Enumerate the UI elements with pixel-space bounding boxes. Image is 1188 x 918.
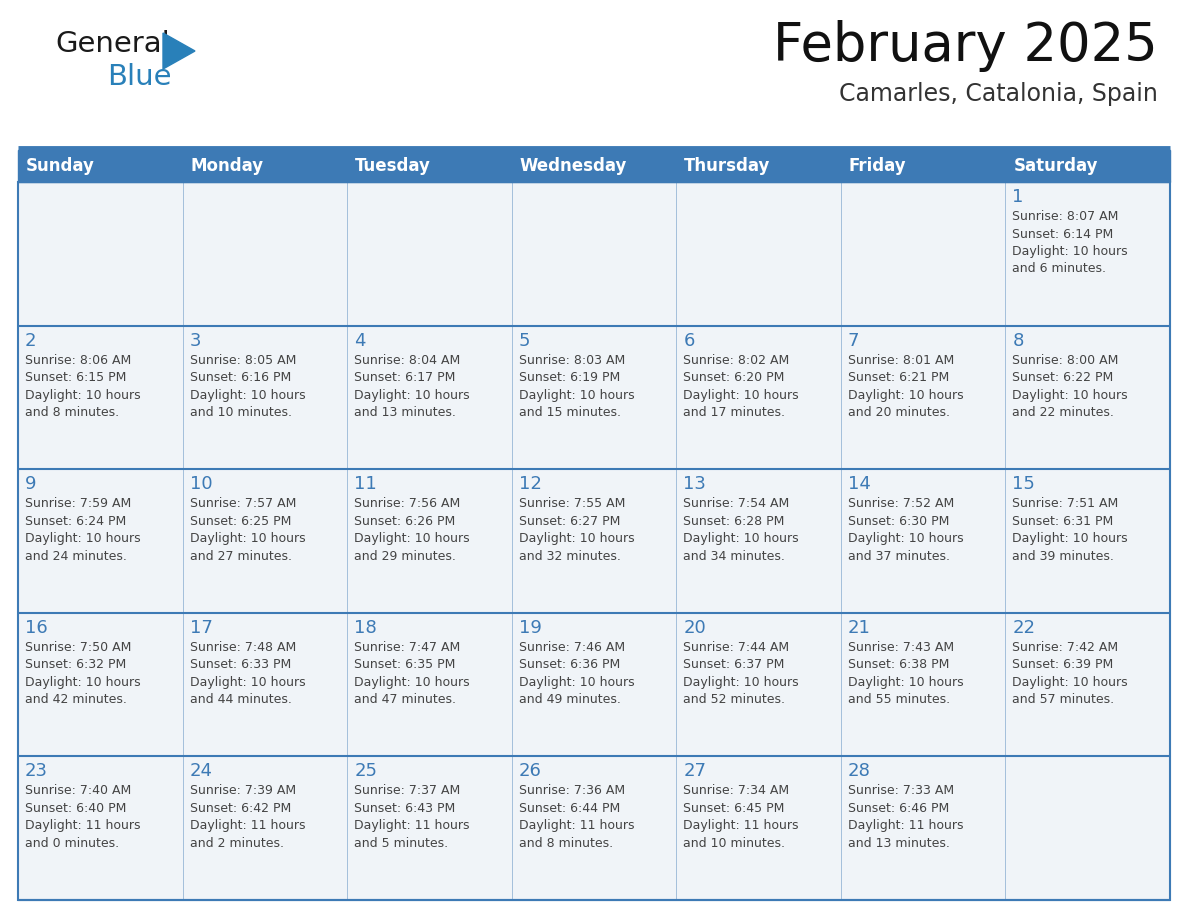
Text: 27: 27 bbox=[683, 763, 707, 780]
Text: Monday: Monday bbox=[190, 157, 264, 175]
Text: Sunday: Sunday bbox=[26, 157, 95, 175]
Text: 19: 19 bbox=[519, 619, 542, 637]
Text: 13: 13 bbox=[683, 476, 706, 493]
Text: 23: 23 bbox=[25, 763, 48, 780]
Text: Sunrise: 7:34 AM
Sunset: 6:45 PM
Daylight: 11 hours
and 10 minutes.: Sunrise: 7:34 AM Sunset: 6:45 PM Dayligh… bbox=[683, 784, 798, 850]
Text: General: General bbox=[55, 30, 170, 58]
Bar bbox=[18, 469, 1170, 613]
Text: 28: 28 bbox=[848, 763, 871, 780]
Text: Sunrise: 8:03 AM
Sunset: 6:19 PM
Daylight: 10 hours
and 15 minutes.: Sunrise: 8:03 AM Sunset: 6:19 PM Dayligh… bbox=[519, 353, 634, 420]
Text: Sunrise: 8:00 AM
Sunset: 6:22 PM
Daylight: 10 hours
and 22 minutes.: Sunrise: 8:00 AM Sunset: 6:22 PM Dayligh… bbox=[1012, 353, 1129, 420]
Text: Friday: Friday bbox=[849, 157, 906, 175]
Bar bbox=[18, 613, 1170, 756]
Bar bbox=[18, 182, 1170, 326]
Text: Sunrise: 7:44 AM
Sunset: 6:37 PM
Daylight: 10 hours
and 52 minutes.: Sunrise: 7:44 AM Sunset: 6:37 PM Dayligh… bbox=[683, 641, 798, 706]
Text: Sunrise: 8:02 AM
Sunset: 6:20 PM
Daylight: 10 hours
and 17 minutes.: Sunrise: 8:02 AM Sunset: 6:20 PM Dayligh… bbox=[683, 353, 798, 420]
Text: Sunrise: 7:40 AM
Sunset: 6:40 PM
Daylight: 11 hours
and 0 minutes.: Sunrise: 7:40 AM Sunset: 6:40 PM Dayligh… bbox=[25, 784, 140, 850]
Text: 17: 17 bbox=[190, 619, 213, 637]
Text: Sunrise: 7:52 AM
Sunset: 6:30 PM
Daylight: 10 hours
and 37 minutes.: Sunrise: 7:52 AM Sunset: 6:30 PM Dayligh… bbox=[848, 498, 963, 563]
Text: 1: 1 bbox=[1012, 188, 1024, 206]
Text: Thursday: Thursday bbox=[684, 157, 771, 175]
Text: 18: 18 bbox=[354, 619, 377, 637]
Text: 6: 6 bbox=[683, 331, 695, 350]
Text: Camarles, Catalonia, Spain: Camarles, Catalonia, Spain bbox=[839, 82, 1158, 106]
Text: Sunrise: 8:04 AM
Sunset: 6:17 PM
Daylight: 10 hours
and 13 minutes.: Sunrise: 8:04 AM Sunset: 6:17 PM Dayligh… bbox=[354, 353, 469, 420]
Text: Blue: Blue bbox=[107, 63, 171, 91]
Text: Sunrise: 7:56 AM
Sunset: 6:26 PM
Daylight: 10 hours
and 29 minutes.: Sunrise: 7:56 AM Sunset: 6:26 PM Dayligh… bbox=[354, 498, 469, 563]
Text: 16: 16 bbox=[25, 619, 48, 637]
Text: Wednesday: Wednesday bbox=[519, 157, 627, 175]
Text: Sunrise: 7:39 AM
Sunset: 6:42 PM
Daylight: 11 hours
and 2 minutes.: Sunrise: 7:39 AM Sunset: 6:42 PM Dayligh… bbox=[190, 784, 305, 850]
Bar bbox=[18, 756, 1170, 900]
Text: 2: 2 bbox=[25, 331, 37, 350]
Text: Sunrise: 7:37 AM
Sunset: 6:43 PM
Daylight: 11 hours
and 5 minutes.: Sunrise: 7:37 AM Sunset: 6:43 PM Dayligh… bbox=[354, 784, 469, 850]
Text: 22: 22 bbox=[1012, 619, 1036, 637]
Text: Sunrise: 8:06 AM
Sunset: 6:15 PM
Daylight: 10 hours
and 8 minutes.: Sunrise: 8:06 AM Sunset: 6:15 PM Dayligh… bbox=[25, 353, 140, 420]
Text: Sunrise: 7:55 AM
Sunset: 6:27 PM
Daylight: 10 hours
and 32 minutes.: Sunrise: 7:55 AM Sunset: 6:27 PM Dayligh… bbox=[519, 498, 634, 563]
Text: February 2025: February 2025 bbox=[773, 20, 1158, 72]
Text: Sunrise: 7:47 AM
Sunset: 6:35 PM
Daylight: 10 hours
and 47 minutes.: Sunrise: 7:47 AM Sunset: 6:35 PM Dayligh… bbox=[354, 641, 469, 706]
Text: Sunrise: 7:36 AM
Sunset: 6:44 PM
Daylight: 11 hours
and 8 minutes.: Sunrise: 7:36 AM Sunset: 6:44 PM Dayligh… bbox=[519, 784, 634, 850]
Text: 3: 3 bbox=[190, 331, 201, 350]
Text: 10: 10 bbox=[190, 476, 213, 493]
Text: Tuesday: Tuesday bbox=[355, 157, 431, 175]
Text: 14: 14 bbox=[848, 476, 871, 493]
Text: Sunrise: 7:48 AM
Sunset: 6:33 PM
Daylight: 10 hours
and 44 minutes.: Sunrise: 7:48 AM Sunset: 6:33 PM Dayligh… bbox=[190, 641, 305, 706]
Text: Saturday: Saturday bbox=[1013, 157, 1098, 175]
Text: Sunrise: 7:46 AM
Sunset: 6:36 PM
Daylight: 10 hours
and 49 minutes.: Sunrise: 7:46 AM Sunset: 6:36 PM Dayligh… bbox=[519, 641, 634, 706]
Bar bbox=[18, 326, 1170, 469]
Text: 7: 7 bbox=[848, 331, 859, 350]
Text: 12: 12 bbox=[519, 476, 542, 493]
Polygon shape bbox=[163, 33, 195, 69]
Text: 11: 11 bbox=[354, 476, 377, 493]
Text: 15: 15 bbox=[1012, 476, 1035, 493]
Text: 20: 20 bbox=[683, 619, 706, 637]
Text: 5: 5 bbox=[519, 331, 530, 350]
Text: 9: 9 bbox=[25, 476, 37, 493]
Text: Sunrise: 7:51 AM
Sunset: 6:31 PM
Daylight: 10 hours
and 39 minutes.: Sunrise: 7:51 AM Sunset: 6:31 PM Dayligh… bbox=[1012, 498, 1129, 563]
Text: Sunrise: 7:42 AM
Sunset: 6:39 PM
Daylight: 10 hours
and 57 minutes.: Sunrise: 7:42 AM Sunset: 6:39 PM Dayligh… bbox=[1012, 641, 1129, 706]
Text: Sunrise: 7:33 AM
Sunset: 6:46 PM
Daylight: 11 hours
and 13 minutes.: Sunrise: 7:33 AM Sunset: 6:46 PM Dayligh… bbox=[848, 784, 963, 850]
Text: Sunrise: 7:59 AM
Sunset: 6:24 PM
Daylight: 10 hours
and 24 minutes.: Sunrise: 7:59 AM Sunset: 6:24 PM Dayligh… bbox=[25, 498, 140, 563]
Text: Sunrise: 8:07 AM
Sunset: 6:14 PM
Daylight: 10 hours
and 6 minutes.: Sunrise: 8:07 AM Sunset: 6:14 PM Dayligh… bbox=[1012, 210, 1129, 275]
Text: 4: 4 bbox=[354, 331, 366, 350]
Text: Sunrise: 8:01 AM
Sunset: 6:21 PM
Daylight: 10 hours
and 20 minutes.: Sunrise: 8:01 AM Sunset: 6:21 PM Dayligh… bbox=[848, 353, 963, 420]
Text: Sunrise: 8:05 AM
Sunset: 6:16 PM
Daylight: 10 hours
and 10 minutes.: Sunrise: 8:05 AM Sunset: 6:16 PM Dayligh… bbox=[190, 353, 305, 420]
Text: Sunrise: 7:50 AM
Sunset: 6:32 PM
Daylight: 10 hours
and 42 minutes.: Sunrise: 7:50 AM Sunset: 6:32 PM Dayligh… bbox=[25, 641, 140, 706]
Text: 8: 8 bbox=[1012, 331, 1024, 350]
Text: Sunrise: 7:43 AM
Sunset: 6:38 PM
Daylight: 10 hours
and 55 minutes.: Sunrise: 7:43 AM Sunset: 6:38 PM Dayligh… bbox=[848, 641, 963, 706]
Text: 25: 25 bbox=[354, 763, 377, 780]
Bar bbox=[18, 150, 1170, 182]
Text: 26: 26 bbox=[519, 763, 542, 780]
Text: Sunrise: 7:57 AM
Sunset: 6:25 PM
Daylight: 10 hours
and 27 minutes.: Sunrise: 7:57 AM Sunset: 6:25 PM Dayligh… bbox=[190, 498, 305, 563]
Text: 21: 21 bbox=[848, 619, 871, 637]
Bar bbox=[18, 182, 1170, 900]
Text: Sunrise: 7:54 AM
Sunset: 6:28 PM
Daylight: 10 hours
and 34 minutes.: Sunrise: 7:54 AM Sunset: 6:28 PM Dayligh… bbox=[683, 498, 798, 563]
Text: 24: 24 bbox=[190, 763, 213, 780]
